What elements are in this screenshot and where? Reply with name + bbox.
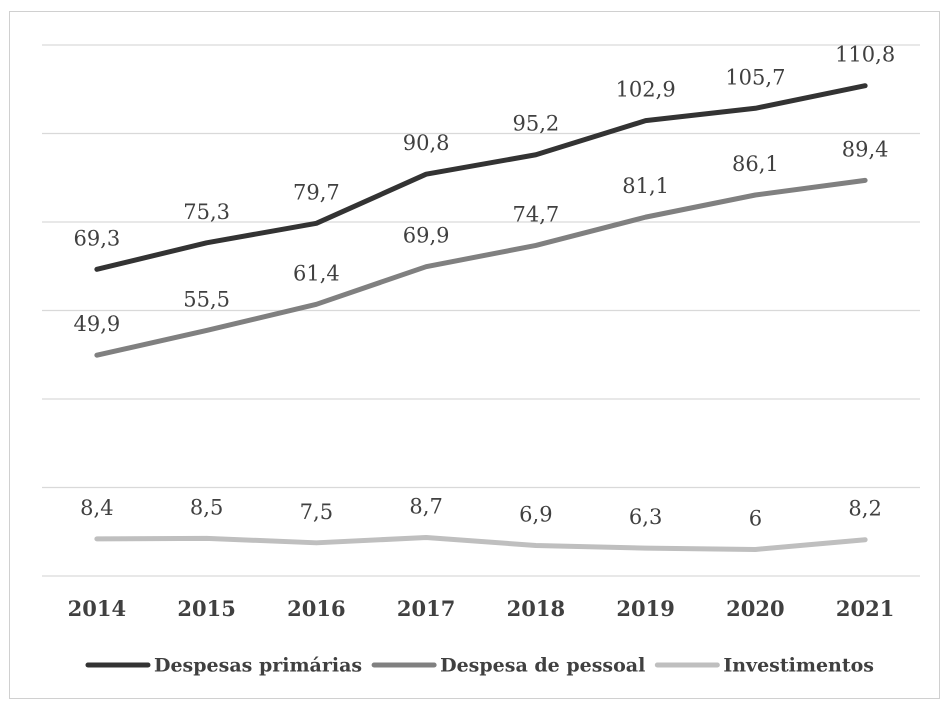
data-label: 81,1 xyxy=(622,174,669,198)
data-labels: 69,3 75,3 79,7 90,8 95,2 102,9 105,7 110,8 49,9 5… xyxy=(73,43,895,531)
data-label: 61,4 xyxy=(293,261,340,285)
data-label: 75,3 xyxy=(183,200,230,224)
x-tick-label: 2021 xyxy=(836,596,894,621)
data-label: 49,9 xyxy=(73,312,120,336)
x-tick-label: 2017 xyxy=(397,596,455,621)
data-label: 105,7 xyxy=(725,65,785,89)
data-label: 86,1 xyxy=(732,152,779,176)
series-line-2 xyxy=(94,177,868,358)
legend-item: Despesa de pessoal xyxy=(371,655,645,677)
legend-label: Despesas primárias xyxy=(154,655,362,677)
legend-label: Despesa de pessoal xyxy=(440,655,645,677)
data-label: 102,9 xyxy=(616,78,676,102)
legend-label: Investimentos xyxy=(723,655,874,677)
data-label: 6,9 xyxy=(519,502,552,526)
x-tick-label: 2016 xyxy=(287,596,345,621)
legend-item: Investimentos xyxy=(654,655,874,677)
series-line-1 xyxy=(94,83,868,272)
x-axis-tick-labels: 2014 2015 2016 2017 2018 2019 2020 2021 xyxy=(68,596,895,621)
data-label: 69,3 xyxy=(73,226,120,250)
x-tick-label: 2014 xyxy=(68,596,126,621)
data-label: 69,9 xyxy=(403,224,450,248)
data-label: 8,5 xyxy=(190,495,223,519)
x-tick-label: 2019 xyxy=(616,596,674,621)
data-label: 8,7 xyxy=(409,495,442,519)
x-tick-label: 2020 xyxy=(726,596,784,621)
data-label: 79,7 xyxy=(293,180,340,204)
data-label: 8,2 xyxy=(848,497,881,521)
data-label: 7,5 xyxy=(300,500,333,524)
x-tick-label: 2015 xyxy=(177,596,235,621)
legend-item: Despesas primárias xyxy=(85,655,362,677)
gridlines xyxy=(42,44,920,577)
legend: Despesas primárias Despesa de pessoal Inve… xyxy=(85,655,874,677)
data-label: 95,2 xyxy=(512,112,559,136)
data-label: 89,4 xyxy=(842,137,889,161)
data-label: 6 xyxy=(749,506,762,530)
x-tick-label: 2018 xyxy=(507,596,565,621)
series-line-3 xyxy=(94,535,868,552)
data-label: 110,8 xyxy=(835,43,895,67)
data-label: 8,4 xyxy=(80,496,113,520)
data-label: 6,3 xyxy=(629,505,662,529)
series-lines xyxy=(94,83,868,552)
data-label: 90,8 xyxy=(403,131,450,155)
data-label: 55,5 xyxy=(183,287,230,311)
chart-frame xyxy=(9,11,940,699)
data-label: 74,7 xyxy=(512,202,559,226)
